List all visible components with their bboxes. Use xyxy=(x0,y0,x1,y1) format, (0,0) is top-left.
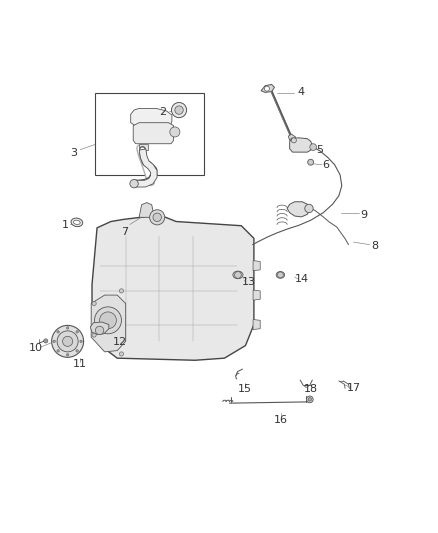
Text: 4: 4 xyxy=(297,87,304,97)
Circle shape xyxy=(308,159,314,165)
Circle shape xyxy=(291,138,297,143)
Text: 2: 2 xyxy=(159,107,166,117)
Text: 10: 10 xyxy=(29,343,43,353)
Polygon shape xyxy=(253,319,260,329)
Circle shape xyxy=(95,326,104,335)
Circle shape xyxy=(67,327,69,329)
Polygon shape xyxy=(261,84,275,92)
Ellipse shape xyxy=(71,218,83,227)
Text: 8: 8 xyxy=(371,241,378,252)
Text: 1: 1 xyxy=(62,220,69,230)
Circle shape xyxy=(67,353,69,356)
Text: 12: 12 xyxy=(113,337,127,347)
Text: 15: 15 xyxy=(238,384,252,394)
Circle shape xyxy=(170,127,180,137)
Polygon shape xyxy=(133,123,173,144)
Ellipse shape xyxy=(233,271,243,279)
Circle shape xyxy=(119,352,124,356)
Text: 11: 11 xyxy=(72,359,86,369)
Circle shape xyxy=(52,325,84,357)
Text: 14: 14 xyxy=(295,274,309,284)
Circle shape xyxy=(76,350,78,352)
Circle shape xyxy=(44,339,48,343)
Text: 6: 6 xyxy=(323,160,330,169)
Circle shape xyxy=(277,272,283,278)
Circle shape xyxy=(305,204,313,213)
Circle shape xyxy=(172,102,187,118)
Circle shape xyxy=(95,307,121,334)
Polygon shape xyxy=(92,216,254,360)
Circle shape xyxy=(80,340,82,343)
Circle shape xyxy=(130,180,138,188)
Polygon shape xyxy=(253,290,260,300)
Circle shape xyxy=(76,330,78,333)
Circle shape xyxy=(150,209,165,225)
Polygon shape xyxy=(139,203,154,217)
Polygon shape xyxy=(287,202,310,217)
Circle shape xyxy=(175,106,183,114)
Bar xyxy=(95,93,204,175)
Circle shape xyxy=(265,86,269,91)
Circle shape xyxy=(119,289,124,293)
Polygon shape xyxy=(91,295,126,352)
Circle shape xyxy=(99,312,117,329)
Text: 7: 7 xyxy=(121,227,128,237)
Circle shape xyxy=(92,333,96,337)
Polygon shape xyxy=(131,108,172,127)
Polygon shape xyxy=(90,322,109,335)
Circle shape xyxy=(307,396,313,403)
Circle shape xyxy=(63,336,73,346)
Circle shape xyxy=(92,301,96,305)
Circle shape xyxy=(57,331,78,352)
Circle shape xyxy=(308,398,311,401)
Text: 3: 3 xyxy=(71,148,78,158)
Polygon shape xyxy=(290,138,312,152)
Polygon shape xyxy=(134,149,157,187)
Ellipse shape xyxy=(74,220,80,224)
Text: 16: 16 xyxy=(274,415,288,425)
Circle shape xyxy=(153,213,161,222)
Ellipse shape xyxy=(276,271,285,278)
Circle shape xyxy=(53,340,56,343)
Polygon shape xyxy=(288,134,296,140)
Text: 5: 5 xyxy=(316,144,323,155)
Circle shape xyxy=(235,271,241,278)
Circle shape xyxy=(57,330,60,333)
Text: 13: 13 xyxy=(241,278,255,287)
Circle shape xyxy=(57,350,60,352)
Polygon shape xyxy=(139,144,148,150)
Circle shape xyxy=(310,144,317,150)
Polygon shape xyxy=(253,261,260,271)
Text: 9: 9 xyxy=(360,210,367,220)
Text: 18: 18 xyxy=(304,384,318,394)
Text: 17: 17 xyxy=(346,383,360,393)
